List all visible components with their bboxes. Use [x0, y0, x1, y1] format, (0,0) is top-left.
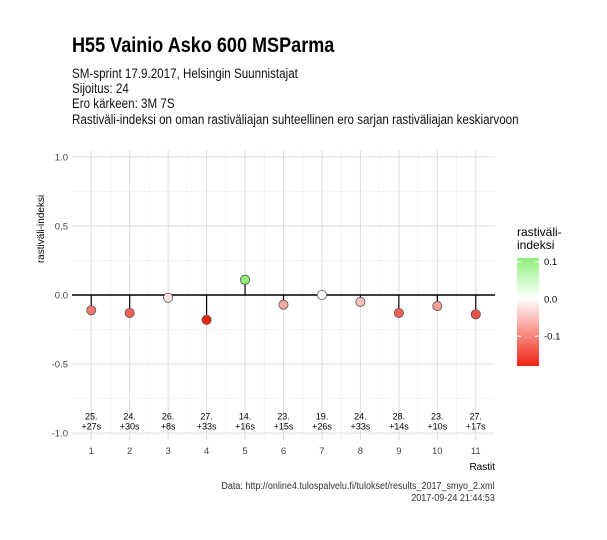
subtitle-gap-to-leader: Ero kärkeen: 3M 7S — [72, 96, 175, 111]
y-tick-label: -1.0 — [52, 429, 68, 440]
x-tick-label: 3 — [165, 446, 170, 457]
data-points — [86, 274, 481, 325]
data-source-caption: Data: http://online4.tulospalvelu.fi/tul… — [221, 481, 495, 492]
subtitle-description: Rastiväli-indeksi on oman rastiväliajan … — [72, 112, 519, 127]
data-point — [470, 309, 481, 320]
y-tick-label: -0.5 — [52, 360, 68, 371]
axes: 1.0 0.5 0.0 -0.5 -1.0 1 2 3 4 5 6 7 8 9 10 11 — [52, 152, 495, 457]
legend-title: indeksi — [517, 238, 554, 252]
point-label: +10s — [427, 421, 447, 431]
point-label: 23. — [277, 411, 290, 421]
x-tick-label: 4 — [204, 446, 209, 457]
point-label: +33s — [197, 421, 217, 431]
point-label: 24. — [123, 411, 136, 421]
point-label: 24. — [354, 411, 367, 421]
x-axis-label: Rastit — [469, 462, 495, 473]
legend-tick-label: 0.1 — [544, 257, 557, 268]
data-point — [201, 314, 212, 325]
legend-title: rastiväli- — [517, 225, 562, 239]
x-tick-label: 8 — [358, 446, 363, 457]
subtitle-placement: Sijoitus: 24 — [72, 81, 129, 96]
timestamp-caption: 2017-09-24 21:44:53 — [411, 493, 495, 504]
x-tick-label: 11 — [471, 446, 481, 457]
y-axis-label: rastiväli-indeksi — [36, 195, 47, 263]
legend: rastiväli-indeksi 0.1 0.0 -0.1 — [517, 225, 562, 366]
data-point — [393, 307, 404, 318]
chart-title: H55 Vainio Asko 600 MSParma — [72, 34, 335, 57]
x-tick-label: 1 — [89, 446, 94, 457]
point-label: 25. — [85, 411, 98, 421]
x-tick-label: 2 — [127, 446, 132, 457]
subtitle-event: SM-sprint 17.9.2017, Helsingin Suunnista… — [72, 66, 298, 81]
x-tick-label: 9 — [396, 446, 401, 457]
x-tick-label: 6 — [281, 446, 286, 457]
point-label: +17s — [466, 421, 486, 431]
point-labels: 25.+27s24.+30s26.+8s27.+33s14.+16s23.+15… — [81, 411, 486, 431]
data-point — [124, 307, 135, 318]
point-label: +16s — [235, 421, 255, 431]
point-label: +27s — [81, 421, 101, 431]
point-label: +33s — [351, 421, 371, 431]
point-label: +26s — [312, 421, 332, 431]
legend-tick-label: 0.0 — [544, 294, 557, 305]
data-point — [316, 289, 327, 300]
point-label: 14. — [239, 411, 252, 421]
point-label: +14s — [389, 421, 409, 431]
point-label: +30s — [120, 421, 140, 431]
y-tick-label: 0.5 — [55, 221, 68, 232]
data-point — [278, 299, 289, 310]
data-point — [240, 274, 251, 285]
y-tick-label: 0.0 — [55, 291, 68, 302]
point-label: 27. — [470, 411, 483, 421]
point-label: +8s — [161, 421, 176, 431]
point-label: +15s — [274, 421, 294, 431]
x-tick-label: 7 — [319, 446, 324, 457]
x-tick-label: 10 — [432, 446, 443, 457]
point-label: 26. — [162, 411, 175, 421]
point-label: 19. — [316, 411, 329, 421]
point-label: 23. — [431, 411, 444, 421]
data-point — [355, 296, 366, 307]
data-point — [86, 305, 97, 316]
legend-colorbar — [517, 258, 539, 366]
point-label: 27. — [200, 411, 213, 421]
point-label: 28. — [393, 411, 406, 421]
y-tick-label: 1.0 — [55, 152, 68, 163]
data-point — [163, 292, 174, 303]
legend-tick-label: -0.1 — [544, 332, 560, 343]
x-tick-label: 5 — [242, 446, 247, 457]
data-point — [432, 301, 443, 312]
